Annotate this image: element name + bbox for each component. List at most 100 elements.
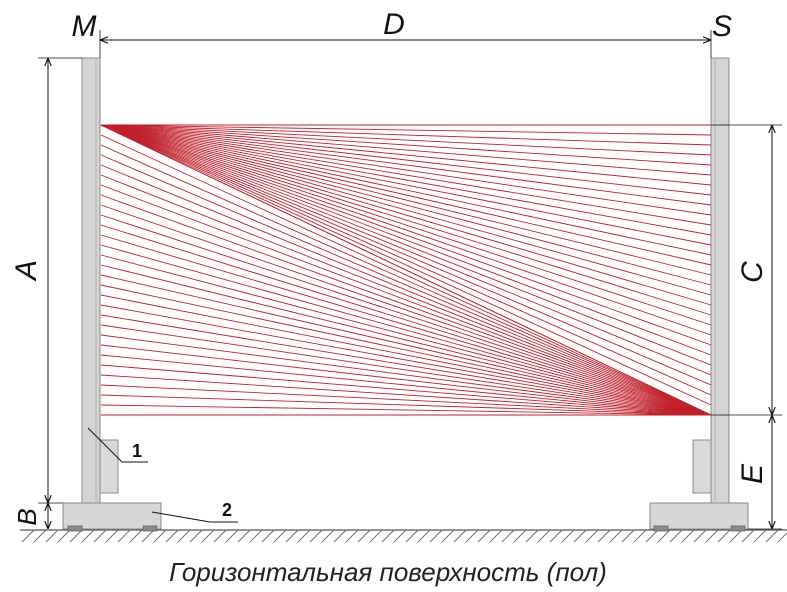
hatch-line — [57, 529, 71, 543]
beam-fan-lower — [100, 174, 712, 416]
hatch-line — [729, 529, 743, 543]
hatch-line — [621, 529, 635, 543]
hatch-line — [309, 529, 323, 543]
beam-fan-lower — [100, 374, 712, 416]
bracket-left — [99, 439, 119, 494]
beam-fan-lower — [100, 284, 712, 416]
hatch-line — [609, 529, 623, 543]
beam-fan-upper — [100, 124, 712, 236]
beam-fan-upper — [100, 124, 712, 216]
hatch-line — [285, 529, 299, 543]
beam-fan-upper — [100, 124, 712, 336]
beam-fan-lower — [100, 274, 712, 416]
callout-1-number: 1 — [132, 441, 142, 461]
hatch-line — [189, 529, 203, 543]
hatch-line — [777, 532, 787, 543]
beam-fan-upper — [100, 124, 712, 326]
dimension-b: B — [12, 502, 63, 529]
hatch-line — [657, 529, 671, 543]
floor-hatching — [21, 529, 787, 543]
beam-fan-upper — [100, 124, 712, 256]
hatch-line — [165, 529, 179, 543]
dimension-e: E — [736, 415, 782, 530]
hatch-line — [333, 529, 347, 543]
beam-fan-upper — [100, 124, 712, 246]
callout-1: 1 — [87, 427, 148, 463]
floor-caption: Горизонтальная поверхность (пол) — [169, 557, 607, 587]
floor — [20, 529, 787, 543]
hatch-line — [549, 529, 563, 543]
hatch-line — [117, 529, 131, 543]
hatch-line — [585, 529, 599, 543]
hatch-line — [645, 529, 659, 543]
beam-fan-upper — [100, 124, 712, 356]
hatch-line — [669, 529, 683, 543]
beam-fan-lower — [100, 144, 712, 416]
hatch-line — [705, 529, 719, 543]
hatch-line — [33, 529, 47, 543]
beam-fan-lower — [100, 404, 712, 416]
hatch-line — [765, 529, 779, 543]
hatch-line — [345, 529, 359, 543]
hatch-line — [93, 529, 107, 543]
hatch-line — [681, 529, 695, 543]
beam-fan-lower — [100, 384, 712, 416]
beam-fan-lower — [100, 244, 712, 416]
post-slave — [710, 57, 730, 504]
hatch-line — [489, 529, 503, 543]
label-s: S — [712, 10, 732, 43]
beam-fan-upper — [100, 124, 712, 316]
beam-fan-upper — [100, 124, 712, 386]
beam-fan-lower — [100, 134, 712, 416]
beam-fan-lower — [100, 344, 712, 416]
beam-fan-lower — [100, 304, 712, 416]
hatch-line — [441, 529, 455, 543]
hatch-line — [429, 529, 443, 543]
hatch-line — [753, 529, 767, 543]
beam-fan-lower — [100, 184, 712, 416]
hatch-line — [741, 529, 755, 543]
beam-fan-upper — [100, 124, 712, 296]
beam-fan-lower — [100, 154, 712, 416]
beam-fan-upper — [100, 124, 712, 196]
base-left — [62, 502, 162, 532]
hatch-line — [153, 529, 167, 543]
hatch-line — [357, 529, 371, 543]
hatch-line — [369, 529, 383, 543]
beam-fan-lower — [100, 224, 712, 416]
hatch-line — [21, 529, 35, 543]
hatch-line — [261, 529, 275, 543]
callout-2: 2 — [151, 500, 238, 523]
hatch-line — [633, 529, 647, 543]
hatch-line — [213, 529, 227, 543]
beam-fan-upper — [100, 124, 712, 406]
beam-fan-lower — [100, 324, 712, 416]
hatch-line — [417, 529, 431, 543]
beam-fan-upper — [100, 124, 712, 206]
beam-fan-upper — [100, 124, 712, 226]
hatch-line — [237, 529, 251, 543]
dimension-c: C — [711, 124, 782, 416]
callout-2-number: 2 — [222, 500, 232, 520]
hatch-line — [597, 529, 611, 543]
beam-fan-upper — [100, 124, 712, 166]
beam-fan-lower — [100, 364, 712, 416]
label-d: D — [383, 8, 405, 41]
beam-fan-lower — [100, 194, 712, 416]
hatch-line — [573, 529, 587, 543]
hatch-line — [477, 529, 491, 543]
beam-fan-lower — [100, 394, 712, 416]
label-a: A — [10, 260, 43, 282]
label-e: E — [736, 463, 769, 484]
beam-fan-lower — [100, 264, 712, 416]
hatch-line — [381, 529, 395, 543]
base-right — [649, 502, 749, 532]
beam-fan-lower — [100, 204, 712, 416]
hatch-line — [453, 529, 467, 543]
beam-fan-upper — [100, 124, 712, 146]
beam-fan-lower — [100, 214, 712, 416]
hatch-line — [393, 529, 407, 543]
beam-fan-lower — [100, 294, 712, 416]
label-c: C — [736, 261, 769, 283]
beam-fan-upper — [100, 124, 712, 396]
